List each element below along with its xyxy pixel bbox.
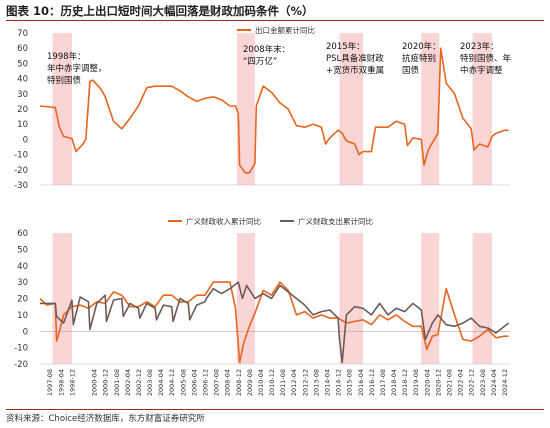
x-tick-label: 2023-08: [479, 369, 487, 396]
annotation-text: 2023年：特别国债、年中赤字调整: [460, 41, 512, 76]
y-tick-label: -10: [14, 151, 28, 161]
shaded-period: [236, 233, 255, 364]
x-tick-label: 2011-08: [279, 369, 287, 396]
annotation-text: 2008年末：“四万亿”: [243, 44, 290, 67]
tick-labels: -30 -20 -10 0 10 20 30 40 50 60 70 -20 -10 0 10 20 30 40 5…: [14, 29, 509, 396]
x-tick-label: 2005-08: [179, 369, 187, 396]
x-tick-label: 2024-12: [501, 369, 509, 396]
y-tick-label: 40: [17, 262, 28, 272]
title-rule: [6, 20, 544, 21]
x-tick-label: 2010-04: [257, 369, 265, 396]
x-tick-label: 2022-12: [468, 369, 476, 396]
shaded-period: [339, 33, 364, 185]
x-tick-label: 1998-12: [68, 369, 76, 396]
shaded-period: [52, 233, 72, 364]
x-tick-label: 2014-12: [335, 369, 343, 396]
x-tick-label: 2004-12: [168, 369, 176, 396]
shaded-period: [421, 233, 440, 364]
legend-label: 出口金额累计同比: [255, 25, 315, 35]
chart-svg: -30 -20 -10 0 10 20 30 40 50 60 70 -20 -10 0 10 20 30 40 5…: [14, 25, 512, 396]
chart-axes: [40, 184, 510, 365]
series-line: [40, 281, 510, 364]
x-tick-label: 2007-08: [213, 369, 221, 396]
x-tick-label: 2018-12: [401, 369, 409, 396]
x-tick-label: 2024-04: [490, 369, 498, 396]
x-tick-label: 1997-08: [46, 369, 54, 396]
x-tick-label: 2020-04: [423, 369, 431, 396]
x-tick-label: 2006-04: [190, 369, 198, 396]
y-tick-label: 50: [17, 59, 28, 69]
y-tick-label: 30: [17, 90, 28, 100]
x-tick-label: 2017-08: [379, 369, 387, 396]
x-tick-label: 2000-12: [102, 369, 110, 396]
x-tick-label: 2019-08: [412, 369, 420, 396]
y-tick-label: -20: [14, 360, 28, 370]
annotation-text: 2020年：抗疫特别国债: [402, 41, 441, 76]
x-tick-label: 2020-12: [434, 369, 442, 396]
y-tick-label: -10: [14, 344, 28, 354]
series-line: [39, 281, 509, 364]
shaded-period: [236, 33, 255, 185]
x-tick-label: 2021-08: [445, 369, 453, 396]
series-line: [39, 47, 509, 174]
y-tick-label: 0: [23, 327, 28, 337]
shaded-periods: [52, 33, 492, 364]
shaded-period: [472, 233, 492, 364]
x-tick-label: 2006-12: [201, 369, 209, 396]
footer-rule: [6, 409, 544, 410]
x-tick-label: 2008-04: [224, 369, 232, 396]
y-tick-label: 0: [23, 135, 28, 145]
x-tick-label: 2004-04: [157, 369, 165, 396]
page-title: 图表 10：历史上出口短时间大幅回落是财政加码条件（%）: [6, 4, 314, 18]
x-tick-label: 2010-12: [268, 369, 276, 396]
x-tick-label: 2014-04: [323, 369, 331, 396]
x-tick-label: 2022-04: [457, 369, 465, 396]
x-tick-label: 2012-04: [290, 369, 298, 396]
x-tick-label: 2016-12: [368, 369, 376, 396]
x-tick-label: 2008-12: [235, 369, 243, 396]
shaded-period: [52, 33, 72, 185]
x-tick-label: 2001-08: [113, 369, 121, 396]
x-tick-label: 2012-12: [301, 369, 309, 396]
x-tick-label: 2009-08: [246, 369, 254, 396]
x-tick-label: 2002-04: [124, 369, 132, 396]
x-tick-label: 2002-12: [135, 369, 143, 396]
y-tick-label: 10: [17, 120, 28, 130]
source-note: 资料来源：Choice经济数据库，东方财富证券研究所: [6, 414, 205, 424]
y-tick-label: 10: [17, 311, 28, 321]
y-tick-label: -30: [14, 181, 28, 191]
chart-annotations: 1998年：年中赤字调整，特别国债 2008年末：“四万亿” 2015年： PSL具备…: [47, 41, 512, 86]
chart-lines: [39, 47, 510, 364]
x-tick-label: 2003-08: [146, 369, 154, 396]
x-tick-label: 2000-04: [91, 369, 99, 396]
y-tick-label: 50: [17, 245, 28, 255]
y-tick-label: 60: [17, 44, 28, 54]
y-tick-label: 70: [17, 29, 28, 39]
legend-label: 广义财政支出累计同比: [298, 216, 373, 226]
x-tick-label: 2016-04: [357, 369, 365, 396]
y-tick-label: 20: [17, 295, 28, 305]
x-tick-label: 2013-08: [312, 369, 320, 396]
x-tick-label: 1998-04: [57, 369, 65, 396]
annotation-text: 2015年： PSL具备准财政+宽货币双重属: [326, 41, 384, 76]
y-tick-label: 30: [17, 278, 28, 288]
y-tick-label: 60: [17, 229, 28, 239]
legend-label: 广义财政收入累计同比: [186, 216, 261, 226]
y-tick-label: -20: [14, 166, 28, 176]
y-tick-label: 20: [17, 105, 28, 115]
annotation-text: 1998年：年中赤字调整，特别国债: [47, 51, 107, 86]
y-tick-label: 40: [17, 75, 28, 85]
shaded-period: [421, 33, 440, 185]
x-tick-label: 2015-08: [346, 369, 354, 396]
x-tick-label: 2018-04: [390, 369, 398, 396]
